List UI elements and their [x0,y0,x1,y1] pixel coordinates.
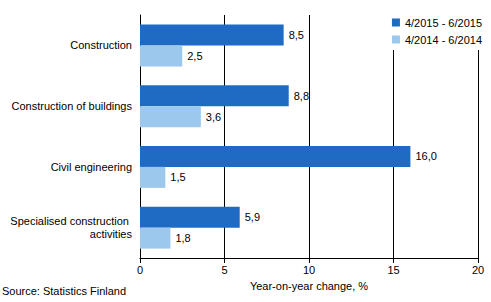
svg-text:8,5: 8,5 [289,29,304,41]
svg-text:Civil engineering: Civil engineering [51,161,132,173]
svg-text:8,8: 8,8 [294,90,309,102]
svg-text:4/2014 - 6/2014: 4/2014 - 6/2014 [405,34,482,46]
svg-text:5: 5 [221,264,227,276]
svg-text:15: 15 [387,264,399,276]
svg-text:16,0: 16,0 [415,150,436,162]
svg-text:Construction of buildings: Construction of buildings [12,100,133,112]
svg-text:0: 0 [137,264,143,276]
svg-text:1,8: 1,8 [175,232,190,244]
svg-text:5,9: 5,9 [245,211,260,223]
svg-text:3,6: 3,6 [206,111,221,123]
svg-text:1,5: 1,5 [170,171,185,183]
svg-text:Year-on-year change, %: Year-on-year change, % [250,280,368,292]
svg-text:2,5: 2,5 [187,50,202,62]
svg-text:10: 10 [303,264,315,276]
svg-text:Construction: Construction [70,39,132,51]
svg-text:20: 20 [472,264,484,276]
svg-text:4/2015 - 6/2015: 4/2015 - 6/2015 [405,17,482,29]
svg-text:activities: activities [90,228,133,240]
svg-text:Source: Statistics Finland: Source: Statistics Finland [2,285,126,297]
svg-text:Specialised construction: Specialised construction [10,215,132,227]
